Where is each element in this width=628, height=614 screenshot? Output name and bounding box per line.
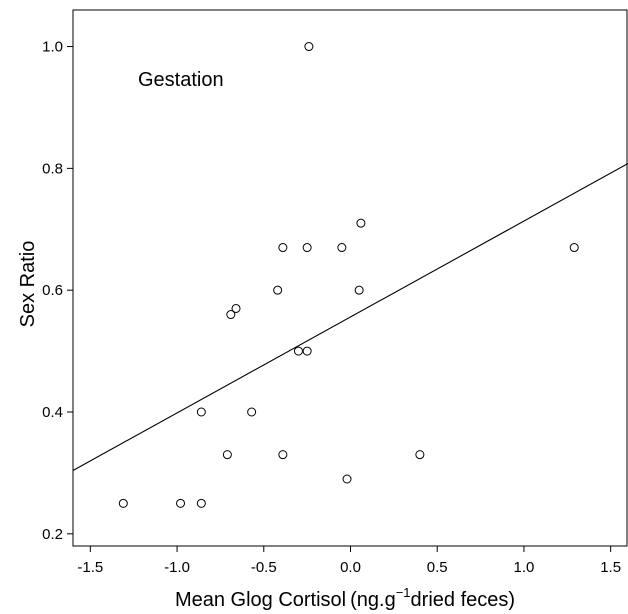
data-point: [226, 310, 236, 320]
data-point: [569, 243, 579, 253]
y-tick-label: 0.8: [42, 160, 63, 177]
data-point: [273, 285, 283, 295]
data-point: [176, 498, 186, 508]
data-point: [302, 243, 312, 253]
panel-annotation: Gestation: [138, 69, 224, 91]
x-axis-title-unit-suffix: dried feces): [411, 589, 516, 611]
y-tick-label: 1.0: [42, 39, 63, 56]
fit-line-layer: [72, 163, 628, 471]
data-point: [354, 285, 364, 295]
data-point: [304, 42, 314, 52]
x-axis-title: Mean Glog Cortisol (ng.g−1dried feces): [175, 585, 515, 611]
y-tick-label: 0.4: [42, 404, 63, 421]
data-point: [278, 450, 288, 460]
y-tick-label: 0.2: [42, 526, 63, 543]
y-tick-label: 0.6: [42, 282, 63, 299]
data-point: [293, 346, 303, 356]
x-tick-label: 0.0: [340, 559, 361, 576]
data-point: [222, 450, 232, 460]
data-point: [118, 498, 128, 508]
data-point: [337, 243, 347, 253]
data-point: [302, 346, 312, 356]
data-points: [118, 42, 579, 508]
x-tick-label: 0.5: [427, 559, 448, 576]
x-tick-label: 1.0: [514, 559, 535, 576]
x-axis-title-unit-prefix: (ng.g: [350, 589, 396, 611]
x-tick-label: 1.5: [600, 559, 621, 576]
data-point: [196, 498, 206, 508]
data-point: [342, 474, 352, 484]
data-point: [231, 303, 241, 313]
y-axis-ticks: 0.2 0.4 0.6 0.8 1.0: [42, 39, 73, 543]
x-axis-title-main: Mean Glog Cortisol: [175, 589, 346, 611]
data-point: [196, 407, 206, 417]
x-tick-label: -0.5: [251, 559, 277, 576]
regression-line: [72, 163, 628, 471]
data-point: [247, 407, 257, 417]
data-point: [356, 218, 366, 228]
x-axis-ticks: -1.5 -1.0 -0.5 0.0 0.5 1.0 1.5: [77, 546, 621, 576]
y-axis-title: Sex Ratio: [17, 241, 39, 328]
data-point: [278, 243, 288, 253]
data-point: [415, 450, 425, 460]
x-axis-title-unit-sup: −1: [396, 585, 411, 600]
x-tick-label: -1.0: [164, 559, 190, 576]
x-tick-label: -1.5: [77, 559, 103, 576]
